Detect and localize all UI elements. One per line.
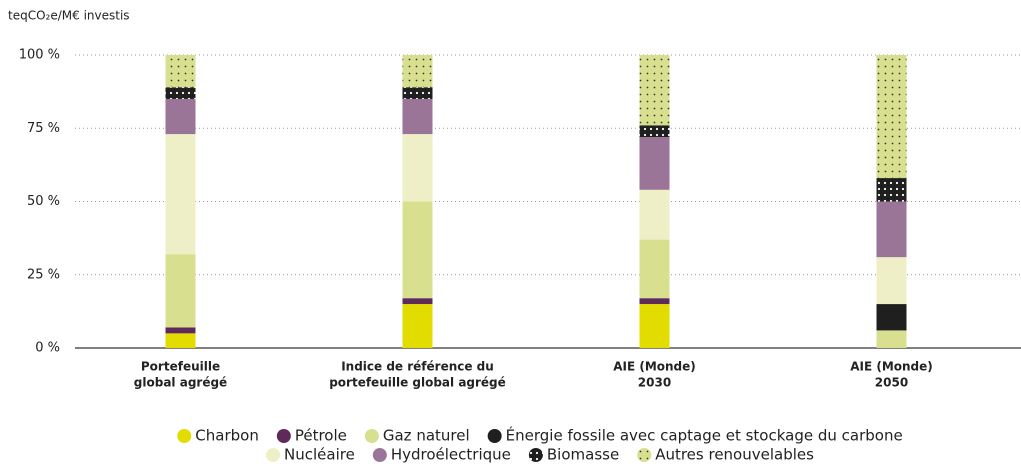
y-axis-label: teqCO₂e/M€ investis [8,9,130,23]
legend-label: Charbon [195,427,259,445]
bar-segment [876,178,907,202]
bar-segment [402,134,433,202]
bar-segment [876,330,907,348]
bar-segment [165,333,196,348]
bar-segment [165,55,196,88]
bar-segment [165,87,196,99]
bar-segment [639,125,670,138]
legend-swatch [487,429,502,443]
legend-swatch [276,429,291,443]
bar-segment [876,201,907,258]
bar-segment [876,55,907,179]
y-tick-label: 75 % [27,121,60,136]
bar-segment [639,189,670,240]
y-tick-label: 0 % [35,341,60,356]
legend-swatch [266,448,281,462]
x-tick-label: portefeuille global agrégé [329,376,506,390]
legend-label: Biomasse [547,446,619,464]
bar-segment [165,134,196,255]
legend-swatch [637,448,652,462]
bar-segment [165,98,196,135]
legend-swatch [528,448,543,462]
x-tick-label: 2030 [638,376,671,390]
bar-segment [165,327,196,334]
y-tick-label: 100 % [19,48,60,63]
x-tick-label: AIE (Monde) [613,360,696,374]
bar-segment [639,55,670,126]
legend-swatch [177,429,192,443]
legend-label: Hydroélectrique [391,446,511,464]
legend-label: Pétrole [295,427,347,445]
bar-segment [876,257,907,305]
legend-label: Nucléaire [284,446,355,464]
bar-segment [876,304,907,331]
x-tick-label: Indice de référence du [341,360,494,374]
x-tick-label: global agrégé [134,376,227,390]
bar-segment [639,298,670,305]
x-tick-label: AIE (Monde) [850,360,933,374]
x-tick-label: 2050 [875,376,908,390]
x-tick-label: Portefeuille [141,360,220,374]
bar-segment [639,304,670,348]
y-tick-label: 25 % [27,267,60,282]
y-tick-label: 50 % [27,194,60,209]
bar-segment [402,298,433,305]
legend-label: Autres renouvelables [655,446,814,464]
bar-segment [639,137,670,190]
legend-swatch [364,429,379,443]
bar-segment [402,304,433,348]
bar-segment [402,201,433,299]
bar-segment [639,239,670,299]
bar-segment [402,55,433,88]
bar-segment [165,254,196,328]
legend-label: Gaz naturel [383,427,470,445]
bar-segment [402,98,433,135]
bar-segment [402,87,433,99]
legend-swatch [372,448,387,462]
legend-label: Énergie fossile avec captage et stockage… [506,426,903,445]
